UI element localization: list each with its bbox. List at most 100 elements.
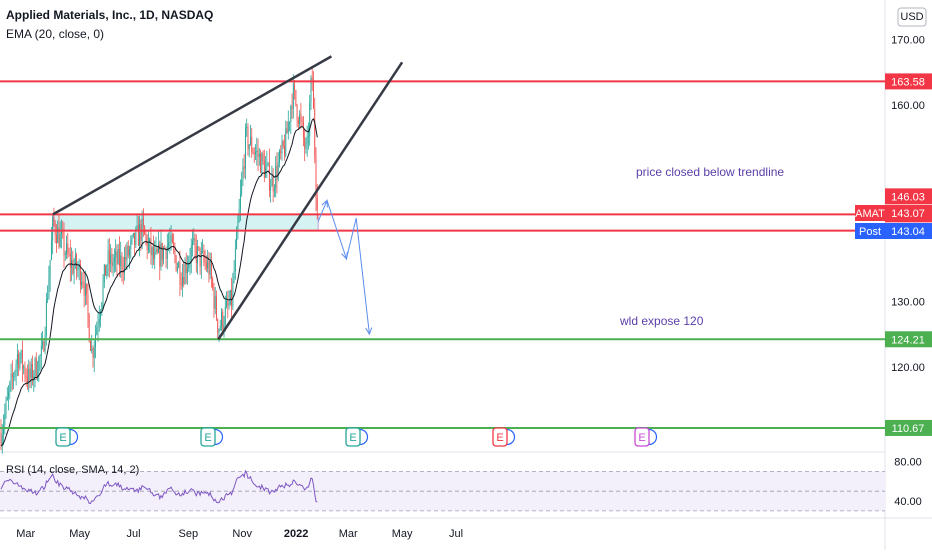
candle-body [92,348,94,358]
candle-body [93,347,95,358]
legend-symbol: Applied Materials, Inc. [6,8,133,22]
candle-body [136,225,138,229]
candle-body [277,162,279,179]
candle-body [294,83,296,90]
candle-body [116,251,118,264]
candle-body [55,235,57,243]
rsi-legend[interactable]: RSI (14, close, SMA, 14, 2) [6,464,140,476]
time-axis-label: 2022 [284,528,308,540]
candle-body [218,329,220,333]
earnings-marker[interactable]: E [200,427,224,447]
candle-body [130,240,132,250]
candle-body [79,264,81,286]
ema-line [0,118,318,447]
earnings-marker[interactable]: E [492,427,516,447]
candle-body [63,232,65,256]
projection-arrowhead [365,327,373,336]
candle-body [43,341,45,351]
currency-label: USD [900,11,923,23]
candle-body [290,106,292,123]
candle-body [11,373,13,378]
candle-body [275,165,277,189]
candle-body [155,249,157,252]
candle-body [226,301,227,307]
candle-body [76,255,78,271]
rsi-line [0,469,318,505]
candle-body [32,363,33,381]
annotation-trendline-break: price closed below trendline [636,165,784,179]
time-axis-label: Mar [339,528,358,540]
candle-body [72,260,74,274]
candle-body [202,250,204,252]
earnings-marker[interactable]: E [55,427,79,447]
candle-body [84,283,86,296]
candle-body [200,250,202,267]
candle-body [287,122,289,134]
candle-body [181,276,183,286]
earnings-letter: E [204,432,211,444]
candle-body [233,271,235,281]
candle-body [145,234,147,238]
candle-body [98,318,100,325]
candle-body [165,248,167,259]
candle-body [185,263,187,274]
candle-body [174,247,176,257]
candle-body [139,224,141,246]
candle-body [4,413,6,426]
candle-body [125,257,127,261]
candle-body [232,280,234,307]
candle-body [132,232,134,237]
candle-body [49,259,51,279]
candle-body [115,251,117,258]
candle-body [28,368,30,384]
candle-body [261,153,263,173]
candle-body [300,113,302,119]
indicator-legend[interactable]: EMA (20, close, 0) [6,27,105,41]
candle-body [271,177,273,187]
candle-body [187,267,188,274]
candle-body [256,150,258,153]
candle-body [38,357,40,376]
candle-body [198,246,200,248]
candle-body [183,276,185,285]
candle-body [199,247,201,267]
candle-body [110,253,112,264]
candle-body [224,306,226,325]
candle-body [213,287,215,309]
candle-body [231,290,233,307]
candle-body [156,249,158,253]
candle-body [270,186,272,191]
price-badge-value: 143.07 [891,208,925,220]
rsi-tick-label: 40.00 [894,496,922,508]
candle-body [30,363,32,379]
earnings-marker[interactable]: E [345,427,369,447]
candle-body [86,283,88,294]
candle-body [282,141,284,147]
candle-body [57,227,59,243]
legend-exchange: NASDAQ [161,8,214,22]
candle-body [197,246,199,264]
candle-body [313,80,314,109]
candle-body [314,108,316,156]
candle-body [311,77,313,81]
candle-body [297,119,299,124]
candle-body [273,188,275,192]
candle-body [102,282,104,303]
candle-body [73,266,75,274]
candle-body [252,151,254,154]
price-tick-label: 160.00 [891,100,925,112]
candle-body [77,269,79,271]
earnings-marker[interactable]: E [634,427,658,447]
candle-body [260,153,262,173]
price-level-value: 110.67 [892,423,925,435]
candle-body [169,241,171,243]
lower-trendline [217,61,404,341]
candle-body [219,326,221,330]
candle-body [305,143,307,149]
price-level-value: 163.58 [891,76,925,88]
candle-body [299,113,301,124]
candle-body [222,311,224,330]
candle-body [267,162,269,164]
candle-body [192,240,193,246]
